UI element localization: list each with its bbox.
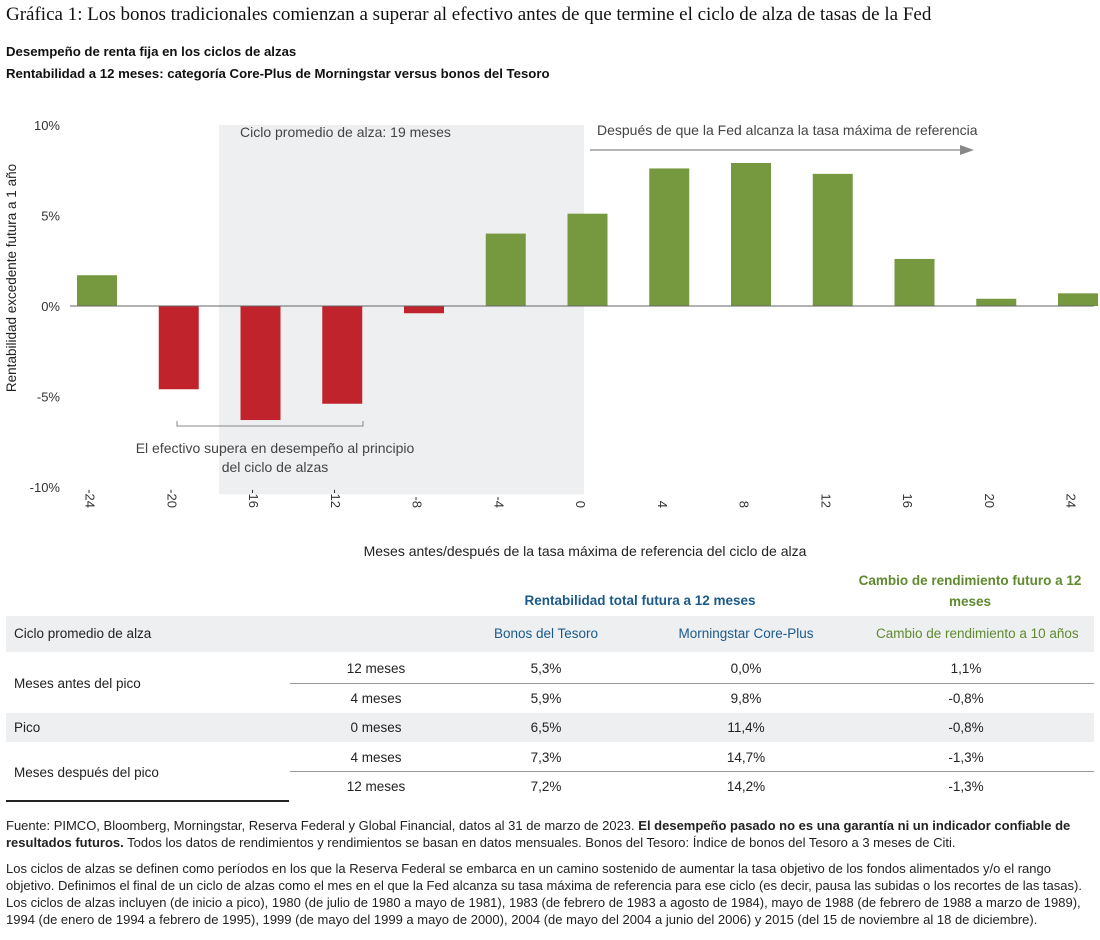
row-tesoro: 5,3%: [530, 661, 562, 676]
bar: [158, 306, 199, 390]
x-tick-label: 16: [900, 494, 915, 508]
table-row: 12 meses 5,3% 0,0% 1,1%: [6, 654, 1094, 683]
bar: [77, 275, 117, 306]
bar: [240, 306, 281, 421]
y-tick-label: 0%: [41, 299, 60, 314]
x-tick-label: -16: [246, 489, 261, 508]
bracket-label-line2: del ciclo de alzas: [222, 459, 329, 475]
bar-chart: Ciclo promedio de alza: 19 meses Después …: [4, 118, 1098, 559]
table-row: 12 meses 7,2% 14,2% -1,3%: [6, 772, 1094, 801]
table-row: 4 meses 5,9% 9,8% -0,8%: [6, 684, 1094, 712]
bar: [812, 173, 853, 306]
source-tail-text: Todos los datos de rendimientos y rendim…: [127, 835, 956, 850]
row-sub: 12 meses: [346, 779, 406, 794]
row-tesoro: 6,5%: [530, 720, 562, 735]
table-group-yield: Cambio de rendimiento futuro a 12 meses: [840, 570, 1100, 612]
row-group-label: Meses antes del pico: [14, 676, 141, 691]
table-group-yield-line1: Cambio de rendimiento futuro a 12: [858, 573, 1082, 588]
table-row: 0 meses 6,5% 11,4% -0,8%: [6, 713, 1094, 742]
y-tick-label: 5%: [41, 209, 60, 224]
bar: [567, 213, 608, 306]
x-axis-label: Meses antes/después de la tasa máxima de…: [364, 543, 807, 559]
x-tick-label: 20: [982, 494, 997, 508]
x-tick-label: -20: [164, 489, 179, 508]
row-sub: 4 meses: [350, 691, 402, 706]
row-yield: -0,8%: [948, 691, 984, 706]
bar: [894, 258, 935, 306]
shaded-region-label: Ciclo promedio de alza: 19 meses: [240, 124, 451, 140]
row-yield: -1,3%: [948, 750, 984, 765]
row-yield: 1,1%: [950, 661, 982, 676]
row-sub: 4 meses: [350, 750, 402, 765]
row-group-label: Meses después del pico: [14, 765, 159, 780]
row-coreplus: 11,4%: [727, 720, 765, 735]
row-divider: [290, 683, 1094, 684]
row-coreplus: 0,0%: [730, 661, 762, 676]
y-tick-label: 10%: [34, 118, 60, 133]
row-coreplus: 9,8%: [730, 691, 762, 706]
row-coreplus: 14,2%: [726, 779, 766, 794]
row-tesoro: 5,9%: [530, 691, 562, 706]
row-divider: [290, 771, 1094, 772]
arrow-label: Después de que la Fed alcanza la tasa má…: [597, 122, 978, 138]
disclaimer-text: El desempeño pasado no es una garantía n…: [6, 818, 1071, 850]
row-tesoro: 7,3%: [530, 750, 562, 765]
row-sub: 0 meses: [350, 720, 402, 735]
footnote-definition: Los ciclos de alzas se definen como perí…: [6, 861, 1082, 927]
x-tick-label: 4: [655, 501, 670, 508]
row-tesoro: 7,2%: [530, 779, 562, 794]
bar: [731, 163, 771, 306]
y-tick-label: -10%: [30, 480, 61, 495]
source-text: Fuente: PIMCO, Bloomberg, Morningstar, R…: [6, 818, 635, 833]
table-header-row: Ciclo promedio de alza Bonos del Tesoro …: [6, 616, 1094, 652]
bracket: [176, 421, 364, 427]
row-group-label: Pico: [14, 720, 41, 735]
y-tick-label: -5%: [37, 390, 61, 405]
x-tick-label: -24: [83, 489, 98, 508]
row-coreplus: 14,7%: [726, 750, 766, 765]
y-axis-label: Rentabilidad excedente futura a 1 año: [4, 164, 19, 392]
x-tick-label: -12: [328, 489, 343, 508]
x-tick-label: 8: [737, 501, 752, 508]
x-tick-label: 0: [573, 501, 588, 508]
row-yield: -0,8%: [948, 720, 984, 735]
chart-subtitle-1: Desempeño de renta fija en los ciclos de…: [6, 44, 297, 59]
bar: [404, 306, 444, 314]
footnote-source: Fuente: PIMCO, Bloomberg, Morningstar, R…: [6, 817, 1094, 851]
footnote-rule: [6, 800, 289, 802]
bar: [322, 306, 363, 404]
chart-title: Gráfica 1: Los bonos tradicionales comie…: [6, 4, 932, 25]
header-tesoro: Bonos del Tesoro: [493, 626, 599, 641]
header-cycle: Ciclo promedio de alza: [14, 626, 152, 641]
bar: [976, 298, 1017, 306]
chart-subtitle-2: Rentabilidad a 12 meses: categoría Core-…: [6, 66, 550, 81]
x-tick-label: 24: [1064, 494, 1079, 508]
table-group-yield-line2: meses: [948, 594, 992, 609]
bar: [1058, 293, 1098, 306]
bar: [649, 168, 690, 306]
x-tick-label: -4: [491, 496, 506, 508]
header-yield: Cambio de rendimiento a 10 años: [876, 626, 1079, 641]
table-group-total: Rentabilidad total futura a 12 meses: [524, 593, 756, 608]
bracket-label-line1: El efectivo supera en desempeño al princ…: [136, 440, 415, 456]
table-row: 4 meses 7,3% 14,7% -1,3%: [6, 743, 1094, 771]
row-yield: -1,3%: [948, 779, 984, 794]
x-tick-label: -8: [410, 496, 425, 508]
x-tick-label: 12: [818, 494, 833, 508]
row-sub: 12 meses: [346, 661, 406, 676]
arrow-head: [960, 145, 974, 155]
header-coreplus: Morningstar Core-Plus: [678, 626, 814, 641]
bar: [485, 233, 526, 306]
